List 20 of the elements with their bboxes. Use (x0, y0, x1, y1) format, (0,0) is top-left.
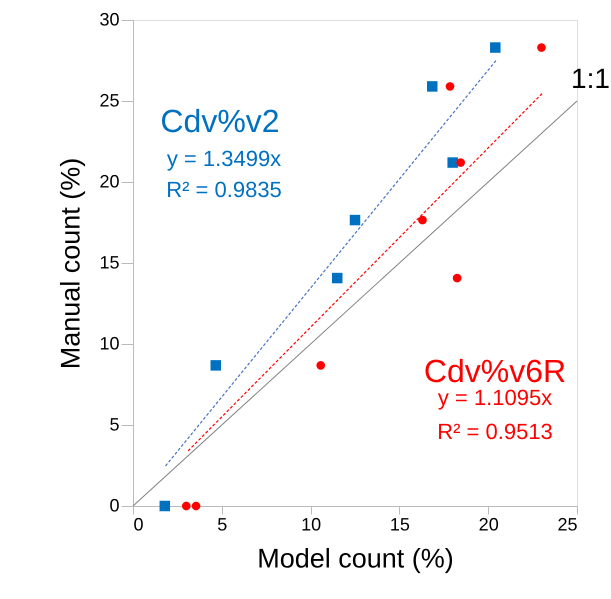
y-tick-label: 5 (109, 414, 120, 434)
y-tick-label: 25 (99, 90, 120, 110)
x-axis-title: Model count (%) (257, 544, 454, 574)
series-label: 1:1 (571, 63, 610, 94)
y-tick-label: 10 (99, 334, 120, 354)
annotation: R² = 0.9835 (166, 177, 282, 202)
x-tick-label: 10 (301, 514, 322, 534)
y-tick-label: 20 (99, 172, 120, 192)
y-tick-label: 15 (99, 252, 120, 272)
x-tick-label: 20 (478, 514, 499, 534)
x-tick-label: 5 (217, 514, 228, 534)
x-tick-label: 15 (390, 514, 410, 534)
annotation: y = 1.3499x (166, 146, 282, 171)
y-tick-label: 0 (109, 496, 120, 516)
annotation: R² = 0.9513 (437, 419, 553, 444)
text: Cdv%v2 (160, 103, 280, 139)
x-tick-label: 25 (557, 514, 578, 534)
y-tick-label: 30 (99, 10, 120, 30)
y-axis-title: Manual count (%) (55, 158, 86, 370)
x-tick-label: 0 (134, 514, 144, 534)
